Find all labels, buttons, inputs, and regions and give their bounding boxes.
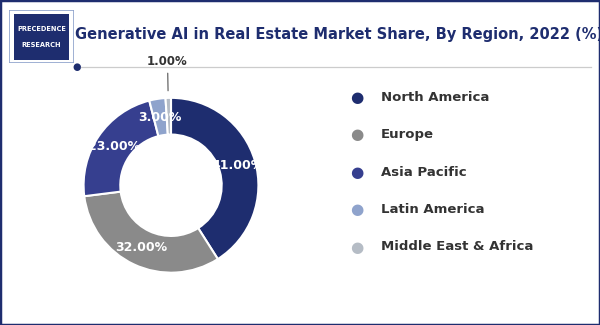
Text: Middle East & Africa: Middle East & Africa <box>381 240 533 254</box>
Text: ●: ● <box>350 90 364 105</box>
Text: 1.00%: 1.00% <box>147 55 188 91</box>
Text: ●: ● <box>350 240 364 254</box>
FancyBboxPatch shape <box>14 14 69 59</box>
Text: ●: ● <box>350 202 364 217</box>
Text: Latin America: Latin America <box>381 203 485 216</box>
Wedge shape <box>166 98 171 135</box>
Text: 32.00%: 32.00% <box>116 241 167 254</box>
Text: 3.00%: 3.00% <box>139 111 182 124</box>
Text: Asia Pacific: Asia Pacific <box>381 166 467 179</box>
Text: ●: ● <box>350 127 364 142</box>
Text: ●: ● <box>73 62 81 72</box>
Text: 23.00%: 23.00% <box>88 140 140 153</box>
Wedge shape <box>149 98 168 136</box>
Text: Europe: Europe <box>381 128 434 141</box>
Wedge shape <box>171 98 259 259</box>
Wedge shape <box>84 192 218 273</box>
Text: RESEARCH: RESEARCH <box>22 42 61 47</box>
Text: PRECEDENCE: PRECEDENCE <box>17 26 66 32</box>
Text: North America: North America <box>381 91 490 104</box>
Text: Generative AI in Real Estate Market Share, By Region, 2022 (%): Generative AI in Real Estate Market Shar… <box>75 27 600 42</box>
FancyBboxPatch shape <box>9 10 74 63</box>
Text: ●: ● <box>350 165 364 180</box>
Text: 41.00%: 41.00% <box>211 160 263 173</box>
Wedge shape <box>83 100 158 196</box>
